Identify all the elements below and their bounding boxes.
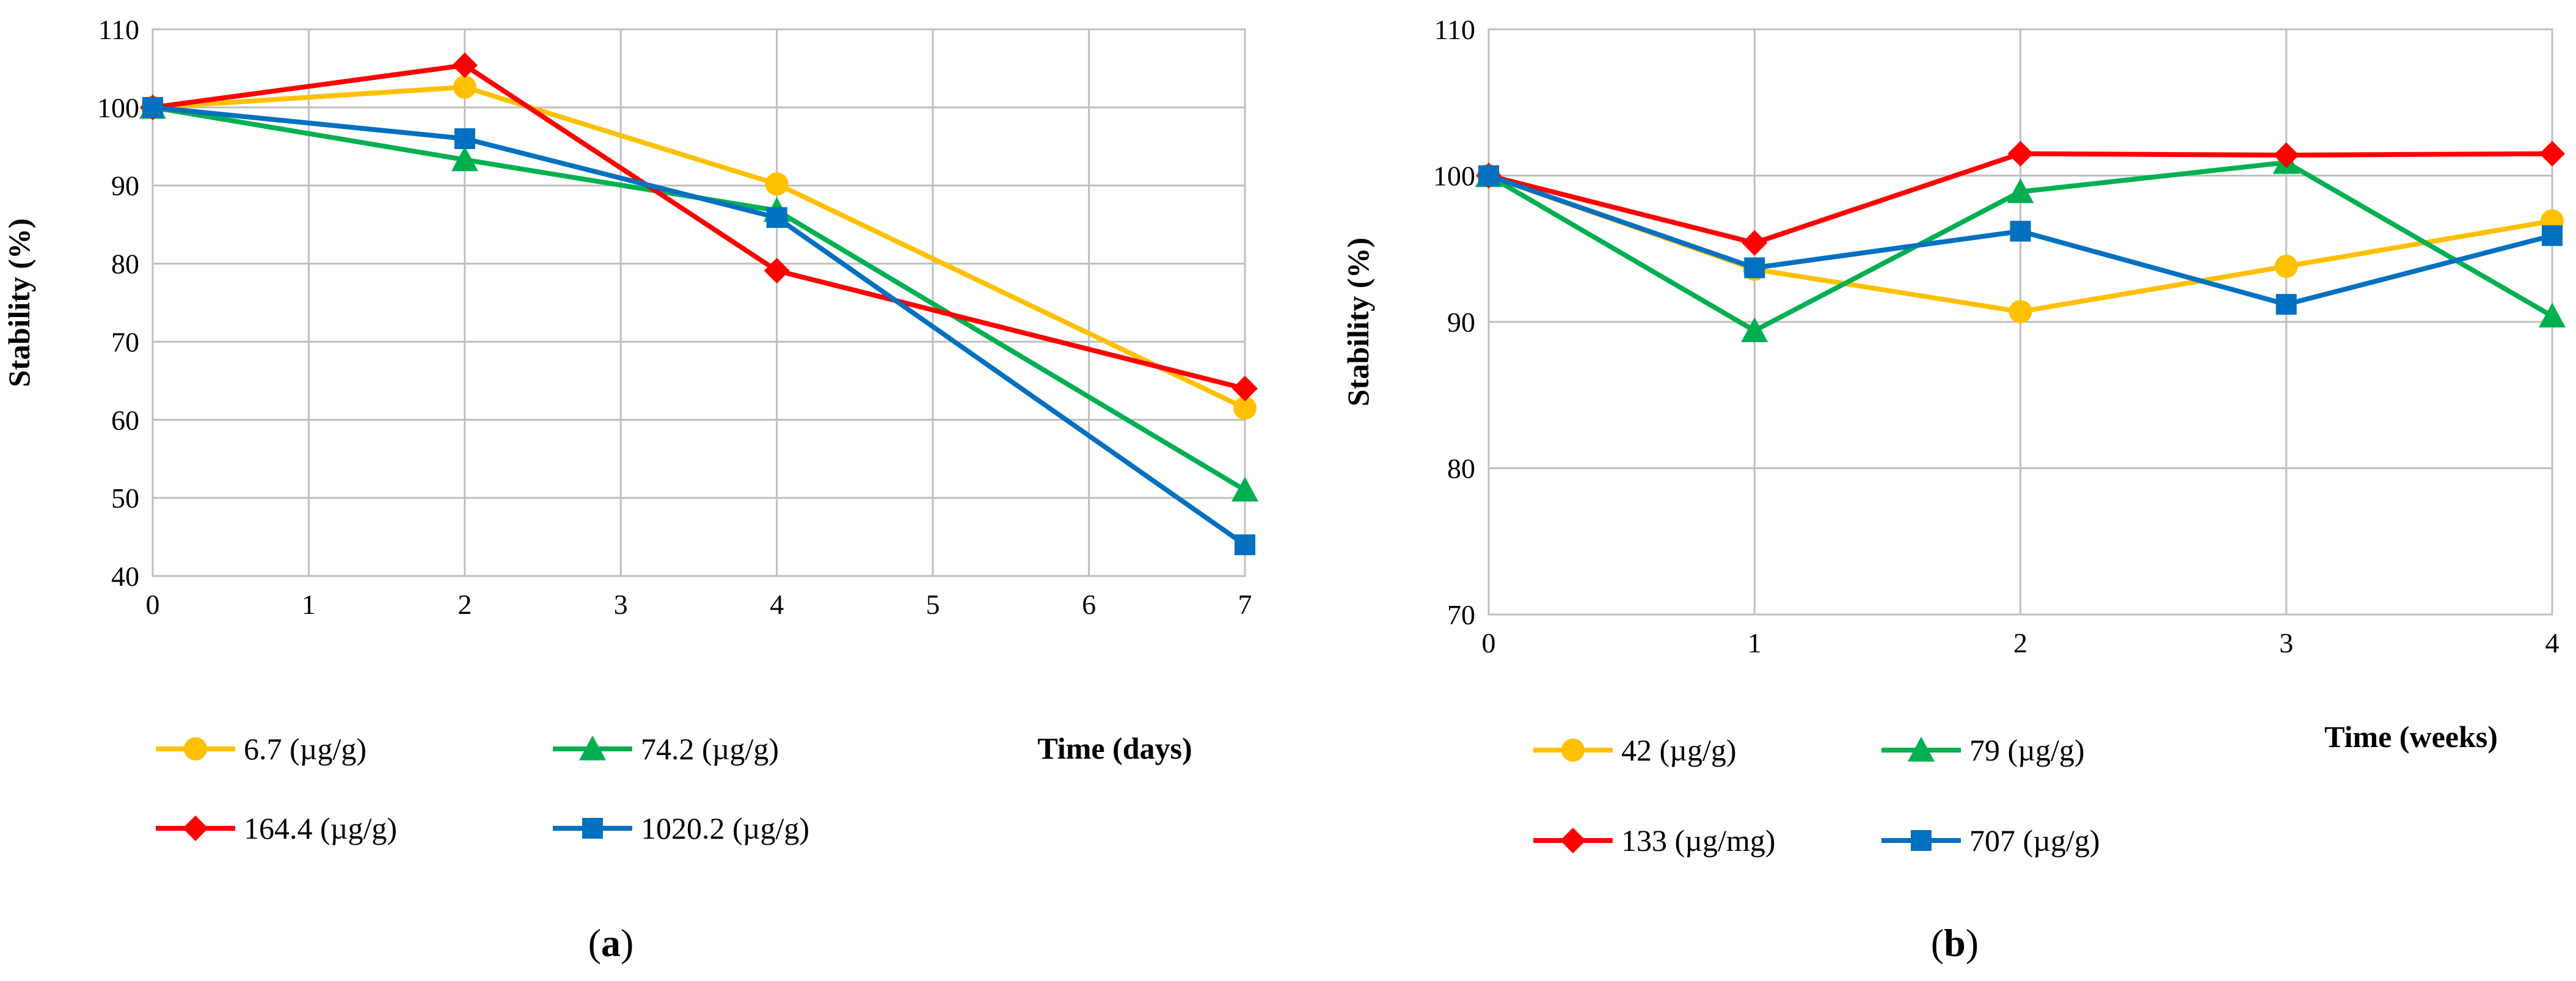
- series-line-4: [150, 104, 1247, 547]
- series-4-point: [2010, 221, 2031, 242]
- x-tick-label: 3: [614, 589, 628, 620]
- legend-marker: [1560, 828, 1586, 853]
- series-3-point: [1742, 230, 1768, 256]
- y-tick-label: 60: [111, 404, 139, 436]
- series-1-point: [765, 172, 789, 196]
- x-tick-label: 1: [302, 589, 316, 620]
- series-3-point: [2273, 142, 2299, 168]
- series-4-point: [142, 97, 163, 118]
- legend-entry-3: 133 (µg/mg): [1533, 823, 1775, 858]
- series-2-point: [1231, 476, 1258, 502]
- y-tick-label: 90: [111, 170, 139, 202]
- legend-marker: [579, 735, 606, 760]
- x-axis-title: Time (weeks): [2324, 720, 2498, 754]
- series-2-point: [1741, 317, 1768, 343]
- series-3-point: [1232, 376, 1258, 402]
- y-tick-label: 70: [1447, 599, 1475, 630]
- legend-entry-4: 1020.2 (µg/g): [553, 811, 809, 845]
- series-1-point: [2274, 254, 2298, 278]
- legend-entry-4: 707 (µg/g): [1881, 823, 2100, 858]
- series-1-point: [2009, 300, 2032, 324]
- series-2-point: [451, 146, 478, 172]
- legend-label: 707 (µg/g): [1969, 823, 2100, 858]
- x-tick-label: 6: [1082, 589, 1096, 620]
- plot-area: [151, 28, 1246, 577]
- chart-panel-b: 0 1 2 3 4 70 80 90 100 110 Stability (%) Time (week…: [1341, 14, 2566, 965]
- x-tick-label: 4: [770, 589, 784, 620]
- panel-caption: (b): [1931, 921, 1979, 965]
- series-3-point: [2007, 140, 2034, 167]
- series-4-point: [2542, 225, 2563, 246]
- series-3-point: [451, 52, 478, 78]
- x-tick-label: 1: [1748, 627, 1762, 658]
- x-tick-label: 2: [2013, 627, 2027, 658]
- y-tick-label: 110: [1434, 14, 1475, 45]
- series-1-point: [453, 75, 476, 99]
- legend-label: 79 (µg/g): [1969, 733, 2085, 767]
- series-line-3: [150, 62, 1247, 392]
- x-axis-title: Time (days): [1037, 731, 1192, 765]
- y-axis-title: Stability (%): [2, 218, 36, 387]
- series-line-2: [150, 104, 1247, 493]
- panel-caption-letter: b: [1944, 921, 1966, 965]
- legend-label: 164.4 (µg/g): [244, 811, 397, 845]
- series-4-point: [1235, 534, 1255, 555]
- series-3-point: [764, 258, 790, 284]
- legend-entry-1: 42 (µg/g): [1533, 733, 1737, 767]
- y-tick-label: 80: [1447, 453, 1475, 484]
- series-4-point: [1478, 165, 1499, 186]
- legend-label: 42 (µg/g): [1621, 733, 1737, 767]
- series-line-1: [150, 84, 1247, 411]
- y-tick-label: 110: [98, 14, 139, 45]
- series-4-point: [454, 128, 475, 149]
- x-tick-label: 2: [458, 589, 472, 620]
- series-1-point: [1233, 396, 1257, 420]
- panel-caption-letter: a: [601, 921, 621, 965]
- x-tick-label: 0: [1482, 627, 1496, 658]
- legend-entry-1: 6.7 (µg/g): [156, 732, 367, 766]
- series-2-point: [2007, 178, 2034, 203]
- legend-label: 74.2 (µg/g): [641, 732, 779, 766]
- y-tick-label: 40: [111, 561, 139, 592]
- y-tick-label: 100: [1433, 161, 1475, 192]
- legend-label: 133 (µg/mg): [1621, 823, 1775, 858]
- series-4-point: [766, 207, 787, 228]
- y-tick-label: 100: [97, 92, 139, 123]
- chart-panel-a: 0 1 2 3 4 5 6 7 40 50 60 70 80 90 100 110 Stability (%) T…: [2, 14, 1258, 965]
- panel-caption: (a): [588, 921, 634, 965]
- series-2-point: [2539, 302, 2566, 328]
- y-tick-label: 90: [1447, 307, 1475, 338]
- legend-entry-2: 79 (µg/g): [1881, 733, 2085, 767]
- x-tick-label: 0: [146, 589, 160, 620]
- y-tick-label: 50: [111, 483, 139, 514]
- legend-marker: [183, 815, 208, 841]
- y-tick-label: 70: [111, 326, 139, 357]
- legend-label: 1020.2 (µg/g): [641, 811, 809, 845]
- x-tick-label: 4: [2545, 627, 2560, 658]
- y-tick-label: 80: [111, 249, 139, 280]
- legend-marker: [1561, 738, 1585, 762]
- y-axis-title: Stability (%): [1341, 238, 1375, 406]
- legend-marker: [184, 737, 207, 760]
- legend-label: 6.7 (µg/g): [244, 732, 367, 766]
- x-tick-label: 3: [2279, 627, 2293, 658]
- series-4-point: [1744, 257, 1765, 279]
- x-tick-label: 5: [926, 589, 940, 620]
- legend-entry-3: 164.4 (µg/g): [156, 811, 397, 845]
- legend-marker: [582, 818, 603, 839]
- series-3-point: [2539, 140, 2565, 167]
- x-tick-label: 7: [1238, 589, 1252, 620]
- legend-marker: [1908, 737, 1935, 762]
- series-4-point: [2275, 294, 2297, 315]
- legend-entry-2: 74.2 (µg/g): [553, 732, 779, 766]
- legend-marker: [1911, 830, 1932, 851]
